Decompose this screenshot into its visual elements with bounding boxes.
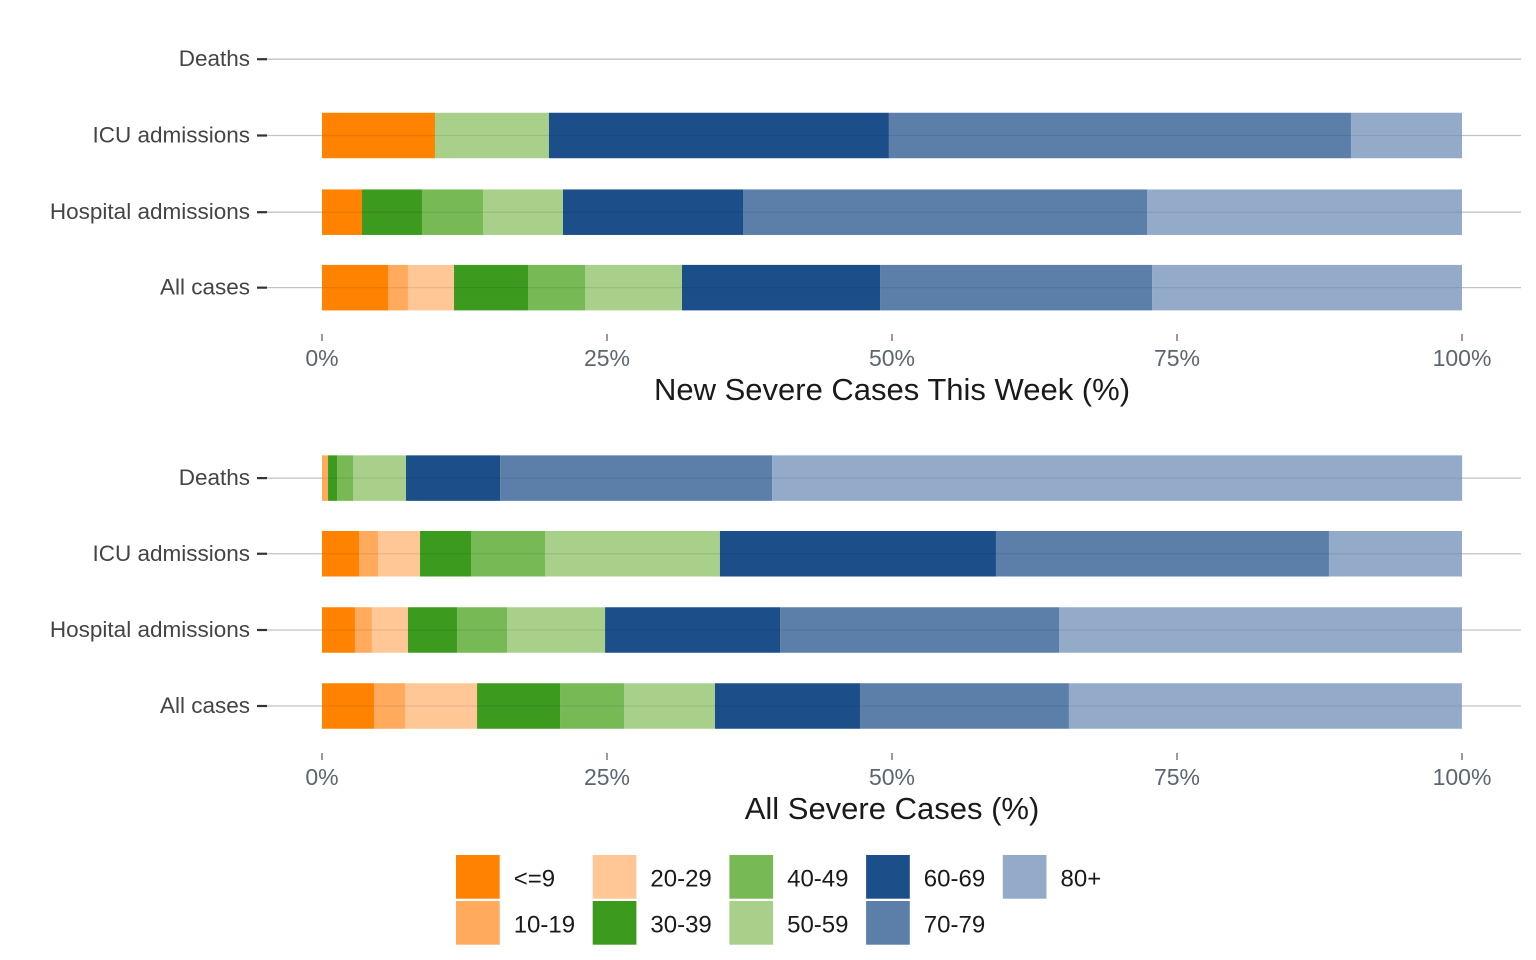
svg-text:All cases: All cases	[160, 693, 250, 718]
svg-text:New Severe Cases This Week (%): New Severe Cases This Week (%)	[654, 372, 1130, 407]
svg-text:Hospital admissions: Hospital admissions	[50, 199, 250, 224]
svg-text:50%: 50%	[869, 345, 915, 371]
svg-text:25%: 25%	[584, 764, 630, 790]
svg-text:100%: 100%	[1433, 764, 1492, 790]
svg-text:10-19: 10-19	[514, 911, 575, 938]
svg-text:30-39: 30-39	[650, 911, 711, 938]
svg-text:Hospital admissions: Hospital admissions	[50, 617, 250, 642]
svg-text:20-29: 20-29	[650, 865, 711, 892]
svg-text:50%: 50%	[869, 764, 915, 790]
svg-text:60-69: 60-69	[924, 865, 985, 892]
svg-text:40-49: 40-49	[787, 865, 848, 892]
svg-text:ICU admissions: ICU admissions	[92, 123, 250, 148]
svg-text:70-79: 70-79	[924, 911, 985, 938]
svg-text:All Severe Cases (%): All Severe Cases (%)	[745, 791, 1040, 826]
svg-text:ICU admissions: ICU admissions	[92, 541, 250, 566]
svg-text:50-59: 50-59	[787, 911, 848, 938]
svg-text:Deaths: Deaths	[179, 46, 250, 71]
svg-text:0%: 0%	[305, 345, 338, 371]
svg-text:25%: 25%	[584, 345, 630, 371]
svg-text:0%: 0%	[305, 764, 338, 790]
svg-text:75%: 75%	[1154, 345, 1200, 371]
svg-text:80+: 80+	[1061, 865, 1102, 892]
svg-text:Deaths: Deaths	[179, 465, 250, 490]
svg-text:100%: 100%	[1433, 345, 1492, 371]
svg-text:75%: 75%	[1154, 764, 1200, 790]
svg-text:<=9: <=9	[514, 865, 555, 892]
svg-text:All cases: All cases	[160, 275, 250, 300]
